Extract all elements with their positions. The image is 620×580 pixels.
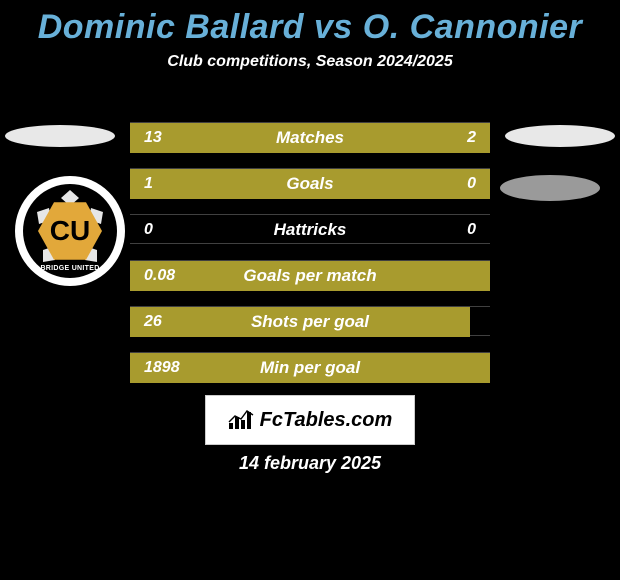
brand-text: FcTables.com [260, 409, 393, 432]
club-badge-text: CU [50, 215, 90, 247]
right-player-ellipse-1 [505, 125, 615, 147]
left-player-ellipse [5, 125, 115, 147]
stat-row: 0.08Goals per match [130, 260, 490, 290]
right-player-ellipse-2 [500, 175, 600, 201]
page-title: Dominic Ballard vs O. Cannonier [0, 0, 620, 47]
stat-label: Shots per goal [130, 307, 490, 337]
stat-row: 13Matches2 [130, 122, 490, 152]
stat-label: Goals per match [130, 261, 490, 291]
chart-icon [228, 409, 254, 431]
stat-label: Goals [130, 169, 490, 199]
stat-label: Matches [130, 123, 490, 153]
stat-row: 26Shots per goal [130, 306, 490, 336]
brand-box: FcTables.com [205, 395, 415, 445]
stat-row: 0Hattricks0 [130, 214, 490, 244]
stat-value-right: 2 [467, 123, 476, 153]
stat-value-right: 0 [467, 169, 476, 199]
club-badge: CU BRIDGE UNITED [15, 176, 125, 286]
club-badge-bottom-text: BRIDGE UNITED [40, 265, 99, 272]
subtitle: Club competitions, Season 2024/2025 [0, 53, 620, 71]
stat-row: 1898Min per goal [130, 352, 490, 382]
date-text: 14 february 2025 [0, 453, 620, 474]
stat-value-right: 0 [467, 215, 476, 245]
stats-bars: 13Matches21Goals00Hattricks00.08Goals pe… [130, 122, 490, 398]
stat-row: 1Goals0 [130, 168, 490, 198]
stat-label: Min per goal [130, 353, 490, 383]
stat-label: Hattricks [130, 215, 490, 245]
club-badge-inner: CU BRIDGE UNITED [23, 184, 117, 278]
